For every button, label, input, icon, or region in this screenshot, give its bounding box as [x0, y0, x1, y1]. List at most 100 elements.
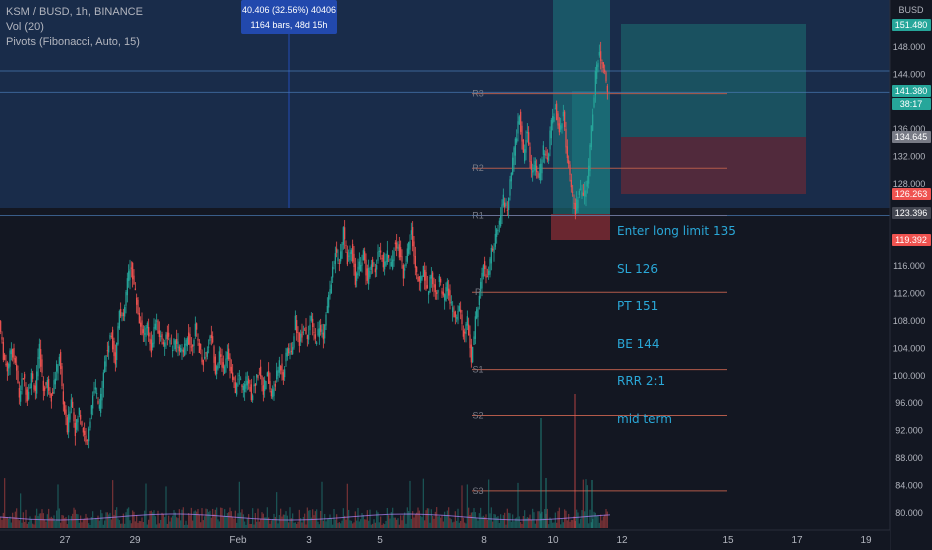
candle-body: [476, 309, 478, 319]
measure-line-1: 40.406 (32.56%) 40406: [241, 5, 337, 15]
volume-bar: [544, 509, 546, 528]
legend-volume[interactable]: Vol (20): [6, 21, 44, 33]
measure-label: 40.406 (32.56%) 40406 1164 bars, 48d 15h: [241, 3, 337, 33]
candle-body: [341, 244, 343, 259]
candle-body: [208, 346, 210, 348]
volume-bar: [586, 485, 588, 528]
candle-body: [530, 161, 532, 170]
volume-bar: [341, 520, 343, 528]
volume-bar: [450, 519, 452, 528]
volume-bar: [306, 507, 308, 528]
candle-body: [568, 160, 570, 164]
volume-bar: [528, 517, 530, 528]
volume-bar: [270, 520, 272, 528]
candle-body: [425, 272, 427, 290]
y-tick-label: 148.000: [893, 42, 926, 52]
candle-body: [470, 344, 472, 363]
x-tick-label: 19: [860, 535, 872, 546]
volume-bar: [144, 510, 146, 528]
volume-bar: [266, 507, 268, 528]
candle-body: [233, 377, 235, 381]
volume-bar: [521, 523, 523, 528]
volume-bar: [32, 523, 34, 528]
volume-bar: [517, 482, 519, 528]
candle-body: [106, 350, 108, 352]
candle-body: [505, 202, 507, 207]
volume-bar: [208, 511, 210, 528]
volume-bar: [393, 517, 395, 528]
candle-body: [352, 244, 354, 262]
volume-bar: [153, 510, 155, 528]
horizontal-lines: [0, 70, 890, 217]
candle-body: [178, 346, 180, 352]
volume-bar: [277, 523, 279, 528]
volume-bar: [56, 510, 58, 528]
note-line: BE 144: [617, 336, 660, 351]
candle-body: [350, 250, 352, 254]
volume-bar: [261, 512, 263, 528]
price-tag: [892, 19, 931, 31]
candle-body: [182, 349, 184, 353]
volume-bar: [141, 517, 143, 528]
candle-body: [282, 372, 284, 380]
volume-bar: [322, 520, 324, 528]
candle-body: [554, 108, 556, 110]
candle-body: [50, 393, 52, 402]
volume-bar: [260, 518, 262, 528]
y-tick-label: 136.000: [893, 124, 926, 134]
candles: [0, 41, 608, 449]
volume-bar: [206, 509, 208, 528]
candle-body: [194, 323, 196, 337]
volume-bar: [600, 514, 602, 528]
candle-body: [169, 339, 171, 344]
candle-body: [418, 276, 420, 282]
legend-pivots[interactable]: Pivots (Fibonacci, Auto, 15): [6, 36, 140, 48]
candle-body: [358, 261, 360, 270]
volume-bar: [22, 512, 24, 528]
volume-bar: [236, 522, 238, 528]
candle-body: [12, 348, 14, 358]
candle-body: [533, 164, 535, 172]
target-zone-inner: [572, 91, 610, 214]
price-tag: [892, 85, 931, 97]
candle-body: [238, 375, 240, 377]
price-axis[interactable]: [890, 0, 932, 550]
volume-bar: [362, 515, 364, 528]
candle-body: [157, 320, 159, 334]
time-axis[interactable]: [0, 530, 890, 550]
candle-body: [242, 385, 244, 391]
candle-body: [286, 348, 288, 357]
candle-body: [110, 336, 112, 337]
volume-bar: [4, 478, 6, 528]
volume-bar: [578, 523, 580, 528]
candle-body: [265, 380, 267, 390]
candle-body: [141, 320, 143, 335]
legend-title[interactable]: KSM / BUSD, 1h, BINANCE: [6, 6, 143, 18]
volume-bar: [60, 522, 62, 528]
volume-bar: [513, 521, 515, 528]
volume-bar: [48, 508, 50, 528]
candle-body: [513, 147, 515, 166]
candle-body: [534, 160, 536, 171]
candle-body: [196, 323, 198, 330]
candle-body: [294, 315, 296, 331]
volume-bar: [44, 519, 46, 528]
volume-bar: [241, 509, 243, 528]
candle-body: [518, 116, 520, 125]
volume-bar: [300, 518, 302, 528]
candle-body: [344, 227, 346, 240]
candle-body: [289, 352, 291, 355]
volume-bar: [549, 517, 551, 528]
y-tick-label: 144.000: [893, 69, 926, 79]
candle-body: [278, 360, 280, 373]
volume-bar: [328, 518, 330, 528]
volume-bar: [46, 514, 48, 528]
candle-body: [328, 295, 330, 308]
trade-note[interactable]: Enter long limit 135 SL 126 PT 151 BE 14…: [617, 200, 736, 438]
volume-bar: [13, 517, 15, 528]
candle-body: [76, 419, 78, 430]
candle-body: [472, 346, 474, 363]
candle-body: [222, 362, 224, 369]
candle-body: [296, 320, 298, 333]
